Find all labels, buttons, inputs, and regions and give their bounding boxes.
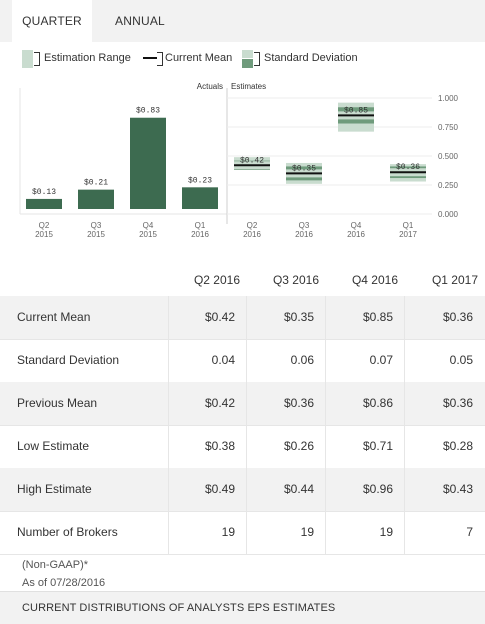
- table-row: Low Estimate $0.38 $0.26 $0.71 $0.28: [0, 425, 485, 469]
- x-tick-quarter: Q2: [247, 221, 258, 230]
- y-tick-label: 0.000: [438, 210, 459, 219]
- actual-bar: [182, 187, 218, 209]
- table-cell: 0.04: [168, 339, 241, 382]
- table-cell: $0.49: [168, 468, 241, 511]
- table-cell: $0.44: [246, 468, 320, 511]
- table-row: Previous Mean $0.42 $0.36 $0.86 $0.36: [0, 382, 485, 426]
- row-label: Previous Mean: [17, 396, 98, 410]
- table-cell: $0.28: [404, 425, 479, 468]
- table-cell: 19: [246, 511, 320, 554]
- estimate-value-label: $0.42: [240, 156, 264, 165]
- table-cell: $0.42: [168, 296, 241, 339]
- estimates-label: Estimates: [231, 82, 266, 91]
- table-cell: $0.36: [404, 382, 479, 425]
- estimate-value-label: $0.85: [344, 106, 368, 115]
- x-tick-quarter: Q4: [351, 221, 362, 230]
- actual-value-label: $0.21: [84, 179, 108, 188]
- table-cell: $0.71: [325, 425, 399, 468]
- table-cell: $0.26: [246, 425, 320, 468]
- bracket-icon: [254, 52, 260, 66]
- table-cell: 0.05: [404, 339, 479, 382]
- actual-value-label: $0.83: [136, 107, 160, 116]
- chart-legend: Estimation Range Current Mean Standard D…: [0, 42, 485, 76]
- mean-line-swatch: [143, 57, 157, 59]
- legend-current-mean: Current Mean: [143, 50, 241, 70]
- table-cell: $0.42: [168, 382, 241, 425]
- std-swatch-light: [242, 50, 253, 58]
- table-cell: $0.85: [325, 296, 399, 339]
- estimation-range-swatch: [22, 50, 33, 68]
- row-label: High Estimate: [17, 482, 92, 496]
- actual-value-label: $0.23: [188, 176, 212, 185]
- actual-value-label: $0.13: [32, 188, 56, 197]
- table-row: High Estimate $0.49 $0.44 $0.96 $0.43: [0, 468, 485, 512]
- x-tick-quarter: Q2: [39, 221, 50, 230]
- bracket-icon: [34, 52, 40, 66]
- table-cell: $0.86: [325, 382, 399, 425]
- legend-estimation-range: Estimation Range: [22, 50, 142, 70]
- table-cell: $0.43: [404, 468, 479, 511]
- x-tick-year: 2016: [347, 230, 365, 239]
- table-cell: 19: [168, 511, 241, 554]
- legend-label: Estimation Range: [44, 52, 131, 64]
- estimate-value-label: $0.35: [292, 164, 316, 173]
- actual-bar: [130, 117, 166, 209]
- row-label: Low Estimate: [17, 439, 90, 453]
- legend-label: Standard Deviation: [264, 52, 358, 64]
- table-header: Q2 2016 Q3 2016 Q4 2016 Q1 2017: [0, 264, 485, 296]
- x-tick-year: 2016: [191, 230, 209, 239]
- table-cell: 7: [404, 511, 479, 554]
- y-tick-label: 1.000: [438, 94, 459, 103]
- table-cell: 0.07: [325, 339, 399, 382]
- x-tick-year: 2016: [295, 230, 313, 239]
- table-row: Standard Deviation 0.04 0.06 0.07 0.05: [0, 339, 485, 383]
- table-row: Number of Brokers 19 19 19 7: [0, 511, 485, 555]
- x-tick-year: 2016: [243, 230, 261, 239]
- period-tabs: QUARTER ANNUAL: [0, 0, 485, 42]
- row-label: Standard Deviation: [17, 353, 120, 367]
- std-swatch-dark: [242, 59, 253, 68]
- table-cell: $0.36: [246, 382, 320, 425]
- table-cell: 19: [325, 511, 399, 554]
- y-tick-label: 0.750: [438, 123, 459, 132]
- x-tick-year: 2015: [139, 230, 157, 239]
- distribution-section-title: CURRENT DISTRIBUTIONS OF ANALYSTS EPS ES…: [22, 602, 336, 614]
- x-tick-year: 2015: [35, 230, 53, 239]
- x-tick-quarter: Q1: [195, 221, 206, 230]
- x-tick-quarter: Q4: [143, 221, 154, 230]
- x-tick-quarter: Q3: [91, 221, 102, 230]
- legend-label: Current Mean: [165, 52, 233, 64]
- actuals-label: Actuals: [197, 82, 223, 91]
- eps-chart: 1.000 0.750 0.500 0.250 0.000 Actuals Estimate…: [19, 82, 459, 239]
- table-cell: $0.35: [246, 296, 320, 339]
- x-tick-year: 2017: [399, 230, 417, 239]
- legend-standard-deviation: Standard Deviation: [242, 50, 372, 70]
- column-header: Q2 2016: [193, 273, 240, 287]
- table-cell: $0.96: [325, 468, 399, 511]
- tab-quarter[interactable]: QUARTER: [12, 0, 92, 42]
- estimate-value-label: $0.36: [396, 163, 420, 172]
- table-cell: $0.38: [168, 425, 241, 468]
- column-header: Q1 2017: [431, 273, 478, 287]
- x-tick-quarter: Q1: [403, 221, 414, 230]
- actual-bar: [78, 189, 114, 209]
- x-tick-quarter: Q3: [299, 221, 310, 230]
- y-tick-label: 0.500: [438, 152, 459, 161]
- actual-bar: [26, 198, 62, 209]
- row-label: Number of Brokers: [17, 525, 118, 539]
- row-label: Current Mean: [17, 310, 91, 324]
- distribution-section-bar[interactable]: CURRENT DISTRIBUTIONS OF ANALYSTS EPS ES…: [0, 591, 485, 624]
- table-cell: $0.36: [404, 296, 479, 339]
- bracket-icon: [157, 52, 163, 66]
- non-gaap-note: (Non-GAAP)*: [22, 559, 89, 571]
- as-of-date: As of 07/28/2016: [22, 577, 106, 589]
- column-header: Q4 2016: [351, 273, 398, 287]
- x-tick-year: 2015: [87, 230, 105, 239]
- y-tick-label: 0.250: [438, 181, 459, 190]
- tab-annual[interactable]: ANNUAL: [115, 14, 165, 28]
- table-row: Current Mean $0.42 $0.35 $0.85 $0.36: [0, 296, 485, 340]
- table-cell: 0.06: [246, 339, 320, 382]
- column-header: Q3 2016: [272, 273, 319, 287]
